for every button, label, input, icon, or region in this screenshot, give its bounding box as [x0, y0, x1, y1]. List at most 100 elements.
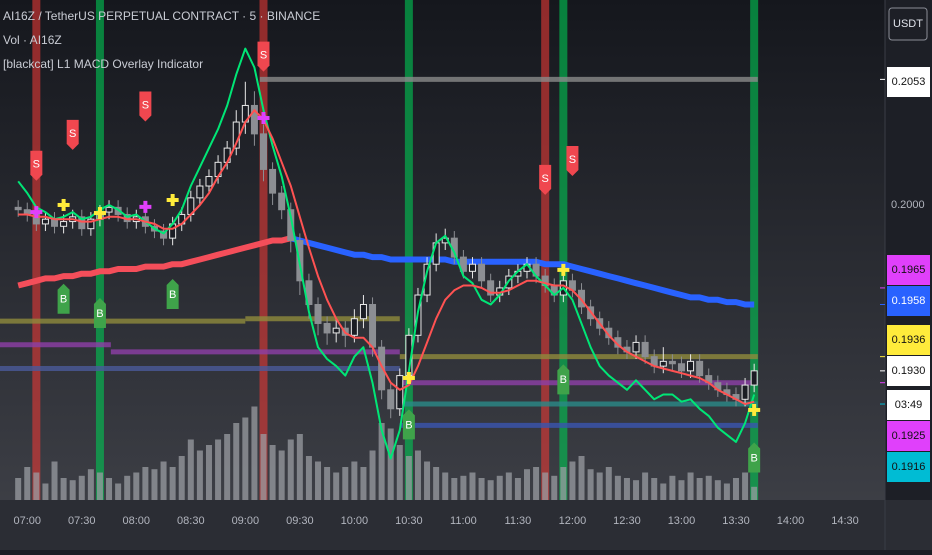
signal-tag: [166, 279, 179, 310]
candle-body: [468, 263, 476, 272]
price-label: 0.1958: [892, 295, 926, 307]
signal-bar: [259, 0, 268, 500]
cross-marker: [139, 200, 152, 213]
candle-body: [60, 221, 68, 227]
candle-body: [396, 375, 404, 410]
volume-bar: [705, 475, 712, 500]
volume-bar: [514, 478, 521, 500]
volume-bar: [233, 423, 240, 500]
sell-signal: S: [257, 41, 270, 72]
signal-label: B: [750, 452, 757, 464]
volume-bar: [633, 480, 640, 500]
volume-bar: [96, 472, 103, 500]
volume-bar: [751, 486, 758, 500]
volume-bar: [106, 478, 113, 500]
x-tick-label: 08:00: [123, 515, 151, 527]
volume-bar: [587, 469, 594, 500]
price-label: 0.1930: [892, 365, 926, 377]
candle-body: [750, 370, 758, 386]
volume-bar: [469, 472, 476, 500]
volume-bar: [142, 467, 149, 500]
signal-label: B: [96, 308, 103, 320]
volume-bar: [287, 439, 294, 500]
cross-v: [261, 112, 266, 125]
time-axis-background: [0, 500, 932, 550]
volume-bar: [696, 478, 703, 500]
volume-bar: [405, 456, 412, 500]
volume-bar: [451, 478, 458, 500]
volume-bar: [569, 461, 576, 500]
candle-body: [196, 185, 204, 199]
currency-button[interactable]: [888, 7, 928, 41]
signal-label: S: [542, 173, 549, 185]
volume-bar: [560, 467, 567, 500]
candle-body: [87, 218, 95, 230]
signal-label: S: [69, 128, 76, 140]
volume-bar: [687, 472, 694, 500]
signal-label: B: [60, 294, 67, 306]
cross-marker: [166, 194, 179, 206]
volume-bar: [296, 434, 303, 500]
candle-body: [269, 168, 277, 194]
cross-v: [143, 200, 148, 213]
candle-body: [332, 327, 340, 334]
volume-bar: [433, 467, 440, 500]
x-tick-label: 09:00: [232, 515, 260, 527]
volume-bar: [269, 445, 276, 500]
volume-bar: [242, 417, 249, 500]
price-label: 0.1936: [892, 334, 926, 346]
signal-tag: [66, 119, 79, 150]
volume-bar: [651, 478, 658, 500]
sell-signal: S: [566, 145, 579, 176]
volume-bar: [714, 480, 721, 500]
signal-bar: [404, 0, 413, 500]
cross-v: [561, 263, 566, 276]
currency-label[interactable]: USDT: [893, 18, 923, 30]
cross-v: [34, 206, 39, 219]
volume-bar: [623, 478, 630, 500]
candle-body: [641, 341, 649, 358]
cross-marker: [57, 198, 70, 211]
buy-signal: B: [748, 442, 761, 473]
candle-body: [478, 263, 486, 282]
volume-bar: [369, 450, 376, 500]
cross-marker: [748, 403, 761, 416]
volume-bar: [678, 480, 685, 500]
x-tick-label: 11:30: [505, 515, 532, 527]
signal-bar: [95, 0, 104, 500]
cross-v: [170, 194, 175, 206]
volume-bar: [360, 467, 367, 500]
x-tick-label: 12:00: [559, 515, 587, 527]
price-label-box: [887, 255, 930, 285]
price-label-box: [887, 286, 930, 316]
candle-body: [287, 209, 295, 242]
volume-bar: [60, 478, 67, 500]
signal-label: S: [142, 99, 149, 111]
candle-body: [378, 346, 386, 391]
candle-body: [14, 206, 22, 211]
cross-marker: [93, 207, 106, 220]
cross-v: [97, 207, 102, 220]
chart-title: AI16Z / TetherUS PERPETUAL CONTRACT · 5 …: [3, 9, 320, 23]
y-tick-label: 0.2000: [891, 199, 925, 211]
signal-label: B: [560, 374, 567, 386]
volume-bar: [669, 475, 676, 500]
volume-bar: [460, 475, 467, 500]
volume-bar: [578, 456, 585, 500]
signal-tag: [93, 297, 106, 328]
candle-body: [432, 242, 440, 265]
signal-bar: [750, 0, 759, 500]
volume-bar: [732, 478, 739, 500]
cross-v: [406, 371, 411, 384]
indicator-line: [290, 235, 755, 308]
indicator-title: [blackcat] L1 MACD Overlay Indicator: [3, 57, 203, 71]
indicator-line: [17, 47, 756, 460]
candle-body: [105, 206, 113, 213]
cross-marker: [30, 206, 43, 219]
plot-layer: S S S S S S B B B B B B: [0, 0, 761, 500]
price-label: 0.2053: [892, 76, 926, 88]
volume-bar: [605, 467, 612, 500]
buy-signal: B: [93, 297, 106, 328]
volume-bar: [15, 478, 22, 500]
